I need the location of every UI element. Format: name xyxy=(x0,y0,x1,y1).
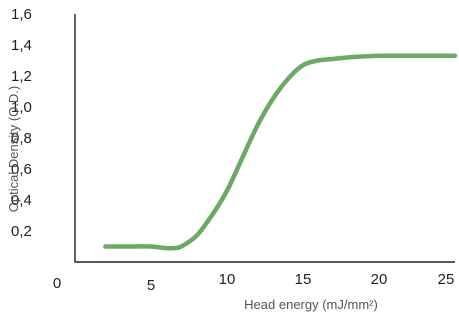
x-tick-label: 25 xyxy=(438,271,455,288)
x-tick-label: 15 xyxy=(295,271,312,288)
y-tick-label: 1,4 xyxy=(11,37,32,54)
y-tick-label: 0,6 xyxy=(11,161,32,178)
y-tick-label: 1,6 xyxy=(11,6,32,23)
x-tick-label: 5 xyxy=(147,277,155,294)
y-tick-label: 1,0 xyxy=(11,99,32,116)
series-line-0 xyxy=(103,53,458,251)
y-tick-label: 0,8 xyxy=(11,130,32,147)
chart-axes xyxy=(74,14,455,263)
x-tick-label: 10 xyxy=(219,271,236,288)
x-axis-ticks: 0 5 10 15 20 25 xyxy=(53,271,455,294)
y-tick-label: 0,4 xyxy=(11,192,32,209)
y-axis-ticks: 0,2 0,4 0,6 0,8 1,0 1,2 1,4 1,6 xyxy=(11,6,32,240)
x-axis-title: Head energy (mJ/mm²) xyxy=(244,297,378,312)
y-tick-label: 1,2 xyxy=(11,68,32,85)
y-axis-title: Optical Density (O.D.) xyxy=(6,86,21,212)
series-layer xyxy=(103,53,458,251)
x-tick-label: 0 xyxy=(53,275,61,292)
y-tick-label: 0,2 xyxy=(11,223,32,240)
x-tick-label: 20 xyxy=(371,271,388,288)
